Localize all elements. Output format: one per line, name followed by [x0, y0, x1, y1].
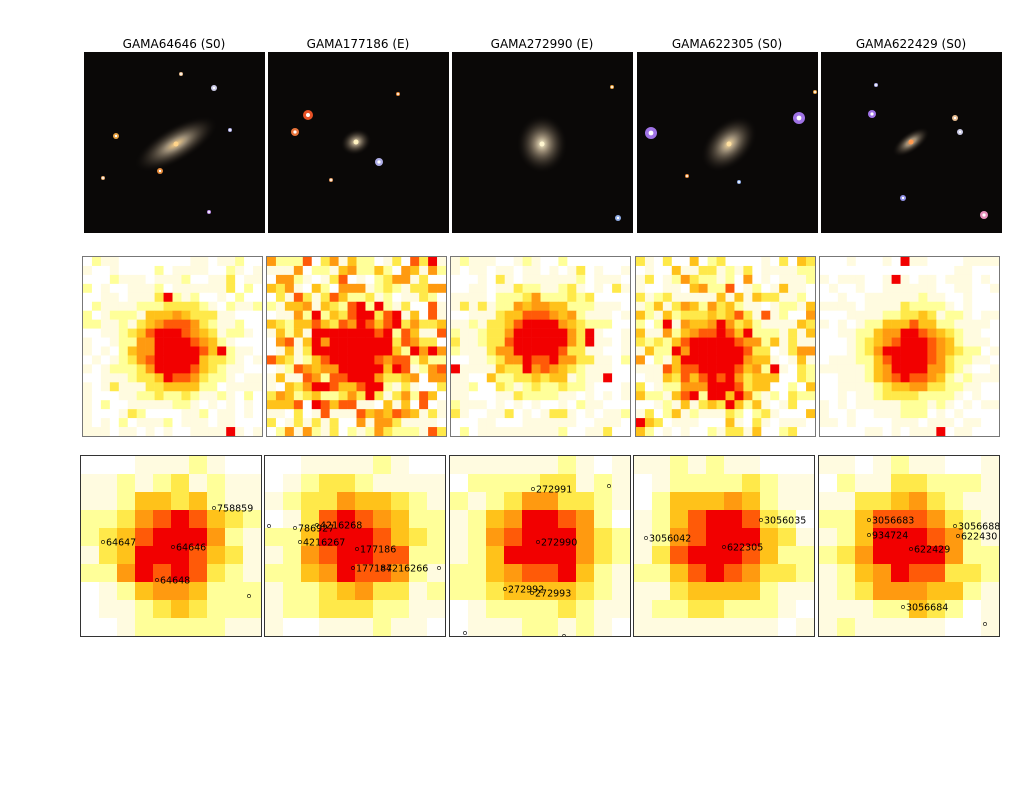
source-label: 758859	[217, 504, 253, 515]
galaxy-image	[452, 52, 633, 233]
source-label: 177186	[360, 545, 396, 556]
source-label: 4216266	[386, 564, 428, 575]
source-label: 786927	[298, 524, 334, 535]
panel-title: GAMA622305 (S0)	[671, 37, 783, 51]
source-label: 177187	[356, 564, 392, 575]
source-label: 64647	[106, 538, 136, 549]
source-marker	[909, 547, 913, 551]
panel-title: GAMA622429 (S0)	[855, 37, 967, 51]
source-marker	[247, 594, 251, 598]
source-label: 3056042	[649, 534, 691, 545]
xray-map	[266, 256, 447, 437]
panel-title: GAMA177186 (E)	[306, 37, 410, 51]
source-marker	[351, 566, 355, 570]
source-label: 622305	[727, 543, 763, 554]
source-label: 3056683	[872, 516, 914, 527]
source-marker	[437, 566, 441, 570]
source-marker	[759, 518, 763, 522]
source-label: 4216267	[303, 538, 345, 549]
xray-map	[819, 256, 1000, 437]
source-label: 272991	[536, 485, 572, 496]
source-label: 4216268	[320, 521, 362, 532]
source-marker	[381, 566, 385, 570]
source-marker	[212, 506, 216, 510]
source-marker	[171, 545, 175, 549]
source-label: 622429	[914, 545, 950, 556]
source-marker	[953, 524, 957, 528]
source-marker	[867, 533, 871, 537]
source-marker	[503, 587, 507, 591]
source-label: 272993	[535, 589, 571, 600]
source-marker	[722, 545, 726, 549]
source-marker	[463, 631, 467, 635]
source-marker	[355, 547, 359, 551]
source-label: 64648	[160, 576, 190, 587]
galaxy-image	[84, 52, 265, 233]
source-marker	[607, 484, 611, 488]
panel-title: GAMA272990 (E)	[490, 37, 594, 51]
panel-title: GAMA64646 (S0)	[122, 37, 226, 51]
source-marker	[956, 534, 960, 538]
source-marker	[155, 578, 159, 582]
galaxy-image	[637, 52, 818, 233]
xray-map	[450, 256, 631, 437]
source-marker	[531, 487, 535, 491]
source-label: 934724	[872, 531, 908, 542]
source-marker	[267, 524, 271, 528]
galaxy-image	[268, 52, 449, 233]
source-label: 272990	[541, 538, 577, 549]
source-marker	[530, 591, 534, 595]
source-map: 3056683 934724 622429 3056684 3056688 622430	[818, 455, 1000, 637]
source-marker	[644, 536, 648, 540]
source-marker	[867, 518, 871, 522]
source-map: 3056035 3056042 622305	[633, 455, 815, 637]
source-label: 272992	[508, 585, 544, 596]
source-label: 622430	[961, 532, 997, 543]
source-marker	[901, 605, 905, 609]
source-map: 786927 4216268 4216267 177186 177187 4216266	[264, 455, 446, 637]
source-map: 272991 272990 272992 272993	[449, 455, 631, 637]
source-map: 758859 64647 64646 64648	[80, 455, 262, 637]
source-marker	[293, 526, 297, 530]
source-marker	[536, 540, 540, 544]
source-marker	[101, 540, 105, 544]
source-label: 3056035	[764, 516, 806, 527]
source-label: 64646	[176, 543, 206, 554]
source-marker	[983, 622, 987, 626]
source-label: 3056684	[906, 603, 948, 614]
source-marker	[315, 523, 319, 527]
source-label: 3056688	[958, 522, 999, 533]
xray-map	[635, 256, 816, 437]
galaxy-image	[821, 52, 1002, 233]
xray-map	[82, 256, 263, 437]
source-marker	[298, 540, 302, 544]
